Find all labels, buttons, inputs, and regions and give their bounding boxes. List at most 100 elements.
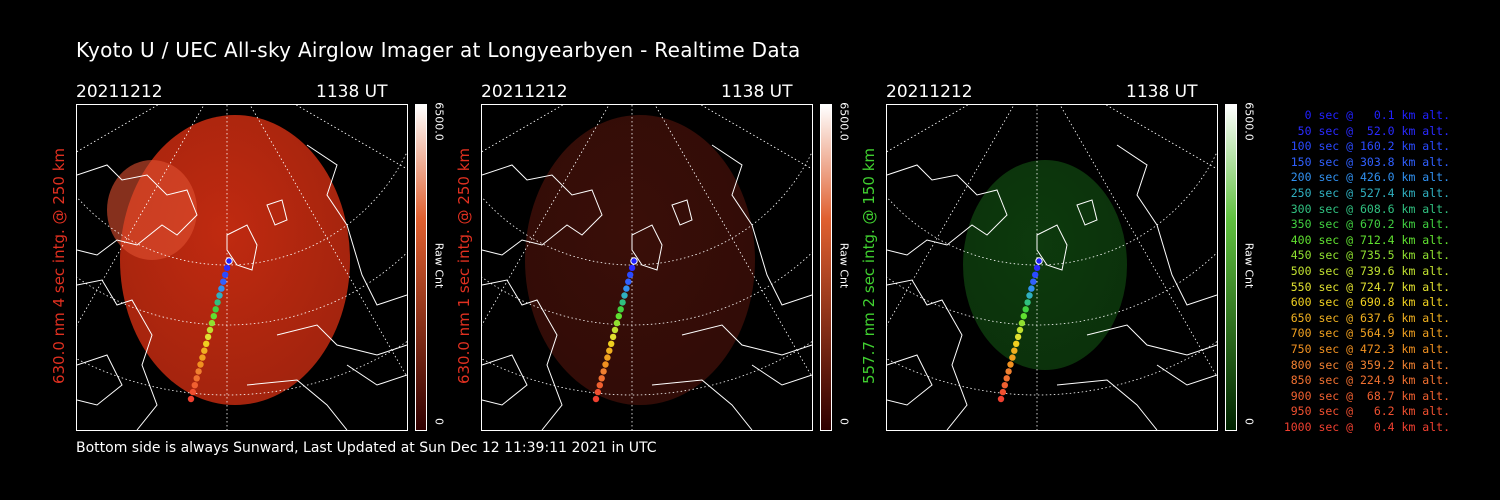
trajectory-point (199, 354, 206, 361)
colorbar (820, 104, 832, 431)
coastline (266, 199, 288, 226)
coastline (887, 164, 1008, 256)
trajectory-point (204, 333, 212, 341)
trajectory-point (627, 271, 634, 278)
trajectory-point (1014, 333, 1022, 341)
legend-row: 0 sec @ 0.1 km alt. (1304, 108, 1450, 122)
page-title: Kyoto U / UEC All-sky Airglow Imager at … (76, 38, 801, 62)
trajectory-point (604, 354, 611, 361)
trajectory-point (189, 388, 197, 396)
trajectory-point (617, 306, 624, 313)
trajectory-point (611, 326, 619, 334)
trajectory-point (602, 361, 609, 368)
allsky-image (120, 115, 350, 405)
trajectory-legend: 0 sec @ 0.1 km alt. 50 sec @ 52.0 km alt.… (1250, 108, 1450, 435)
legend-row: 300 sec @ 608.6 km alt. (1290, 201, 1450, 216)
panel-wavelength-label: 630.0 nm 1 sec intg. @ 250 km (455, 147, 473, 385)
coastline (77, 279, 158, 430)
trajectory-point (1009, 354, 1016, 361)
trajectory-point (218, 285, 225, 292)
legend-row: 350 sec @ 670.2 km alt. (1290, 217, 1450, 232)
trajectory-point (220, 278, 227, 285)
trajectory-point (216, 292, 223, 299)
trajectory-point (598, 375, 605, 382)
trajectory-point (1013, 340, 1020, 347)
trajectory-point (1018, 319, 1026, 327)
trajectory-point (191, 382, 198, 389)
trajectory-point (619, 299, 626, 306)
legend-row: 450 sec @ 735.5 km alt. (1290, 248, 1450, 263)
colorbar (1225, 104, 1237, 431)
allsky-image (963, 160, 1127, 370)
trajectory-point (195, 368, 202, 375)
trajectory-point (623, 285, 630, 292)
coastline (681, 324, 812, 356)
coastline (631, 224, 663, 271)
trajectory (187, 257, 233, 403)
airglow-image-panel (886, 104, 1218, 431)
legend-row: 400 sec @ 712.4 km alt. (1290, 232, 1450, 247)
panel-date: 20211212 (76, 82, 163, 102)
trajectory-point (212, 306, 219, 313)
trajectory-point (608, 340, 615, 347)
airglow-image-panel (76, 104, 408, 431)
trajectory-point (1020, 313, 1027, 320)
panel-time: 1138 UT (721, 82, 793, 102)
colorbar (415, 104, 427, 431)
trajectory-point (621, 292, 628, 299)
legend-row: 150 sec @ 303.8 km alt. (1290, 154, 1450, 169)
legend-row: 650 sec @ 637.6 km alt. (1290, 310, 1450, 325)
trajectory-point (208, 319, 216, 327)
coastline (1156, 364, 1217, 386)
colorbar-max-label: 6500.0 (432, 102, 446, 141)
colorbar-unit-label: Raw Cnt (432, 242, 446, 289)
trajectory-point (1030, 278, 1037, 285)
legend-row: 800 sec @ 359.2 km alt. (1290, 357, 1450, 372)
coastline (276, 324, 407, 356)
coastline (77, 164, 198, 256)
coastline (1056, 379, 1158, 430)
trajectory-point (1007, 361, 1014, 368)
legend-row: 500 sec @ 739.6 km alt. (1290, 263, 1450, 278)
trajectory (592, 257, 638, 403)
trajectory (997, 257, 1043, 403)
coastline (482, 354, 528, 406)
colorbar-max-label: 6500.0 (837, 102, 851, 141)
trajectory-point (1035, 257, 1043, 265)
legend-row: 1000 sec @ 0.4 km alt. (1283, 419, 1450, 434)
trajectory-point (999, 388, 1007, 396)
coastline (346, 364, 407, 386)
trajectory-point (193, 375, 200, 382)
coastline (887, 279, 968, 430)
panel-wavelength-label: 630.0 nm 4 sec intg. @ 250 km (50, 147, 68, 385)
trajectory-point (630, 257, 638, 265)
trajectory-point (625, 278, 632, 285)
trajectory-point (1028, 285, 1035, 292)
trajectory-point (1003, 375, 1010, 382)
trajectory-point (197, 361, 204, 368)
trajectory-point (206, 326, 214, 334)
trajectory-point (187, 395, 195, 403)
legend-row: 850 sec @ 224.9 km alt. (1290, 373, 1450, 388)
coastline (1076, 199, 1098, 226)
colorbar-min-label: 0 (432, 418, 446, 425)
coastline (482, 279, 563, 430)
trajectory-point (222, 271, 229, 278)
legend-row: 600 sec @ 690.8 km alt. (1290, 295, 1450, 310)
legend-row: 550 sec @ 724.7 km alt. (1290, 279, 1450, 294)
legend-row: 100 sec @ 160.2 km alt. (1290, 139, 1450, 154)
trajectory-point (223, 264, 231, 272)
trajectory-point (1026, 292, 1033, 299)
trajectory-point (613, 319, 621, 327)
legend-row: 900 sec @ 68.7 km alt. (1290, 388, 1450, 403)
trajectory-point (210, 313, 217, 320)
trajectory-point (615, 313, 622, 320)
coastline (651, 379, 753, 430)
coastline (671, 199, 693, 226)
trajectory-point (1005, 368, 1012, 375)
trajectory-point (1033, 264, 1041, 272)
panel-time: 1138 UT (1126, 82, 1198, 102)
trajectory-point (1016, 326, 1024, 334)
colorbar-unit-label: Raw Cnt (837, 242, 851, 289)
trajectory-point (609, 333, 617, 341)
